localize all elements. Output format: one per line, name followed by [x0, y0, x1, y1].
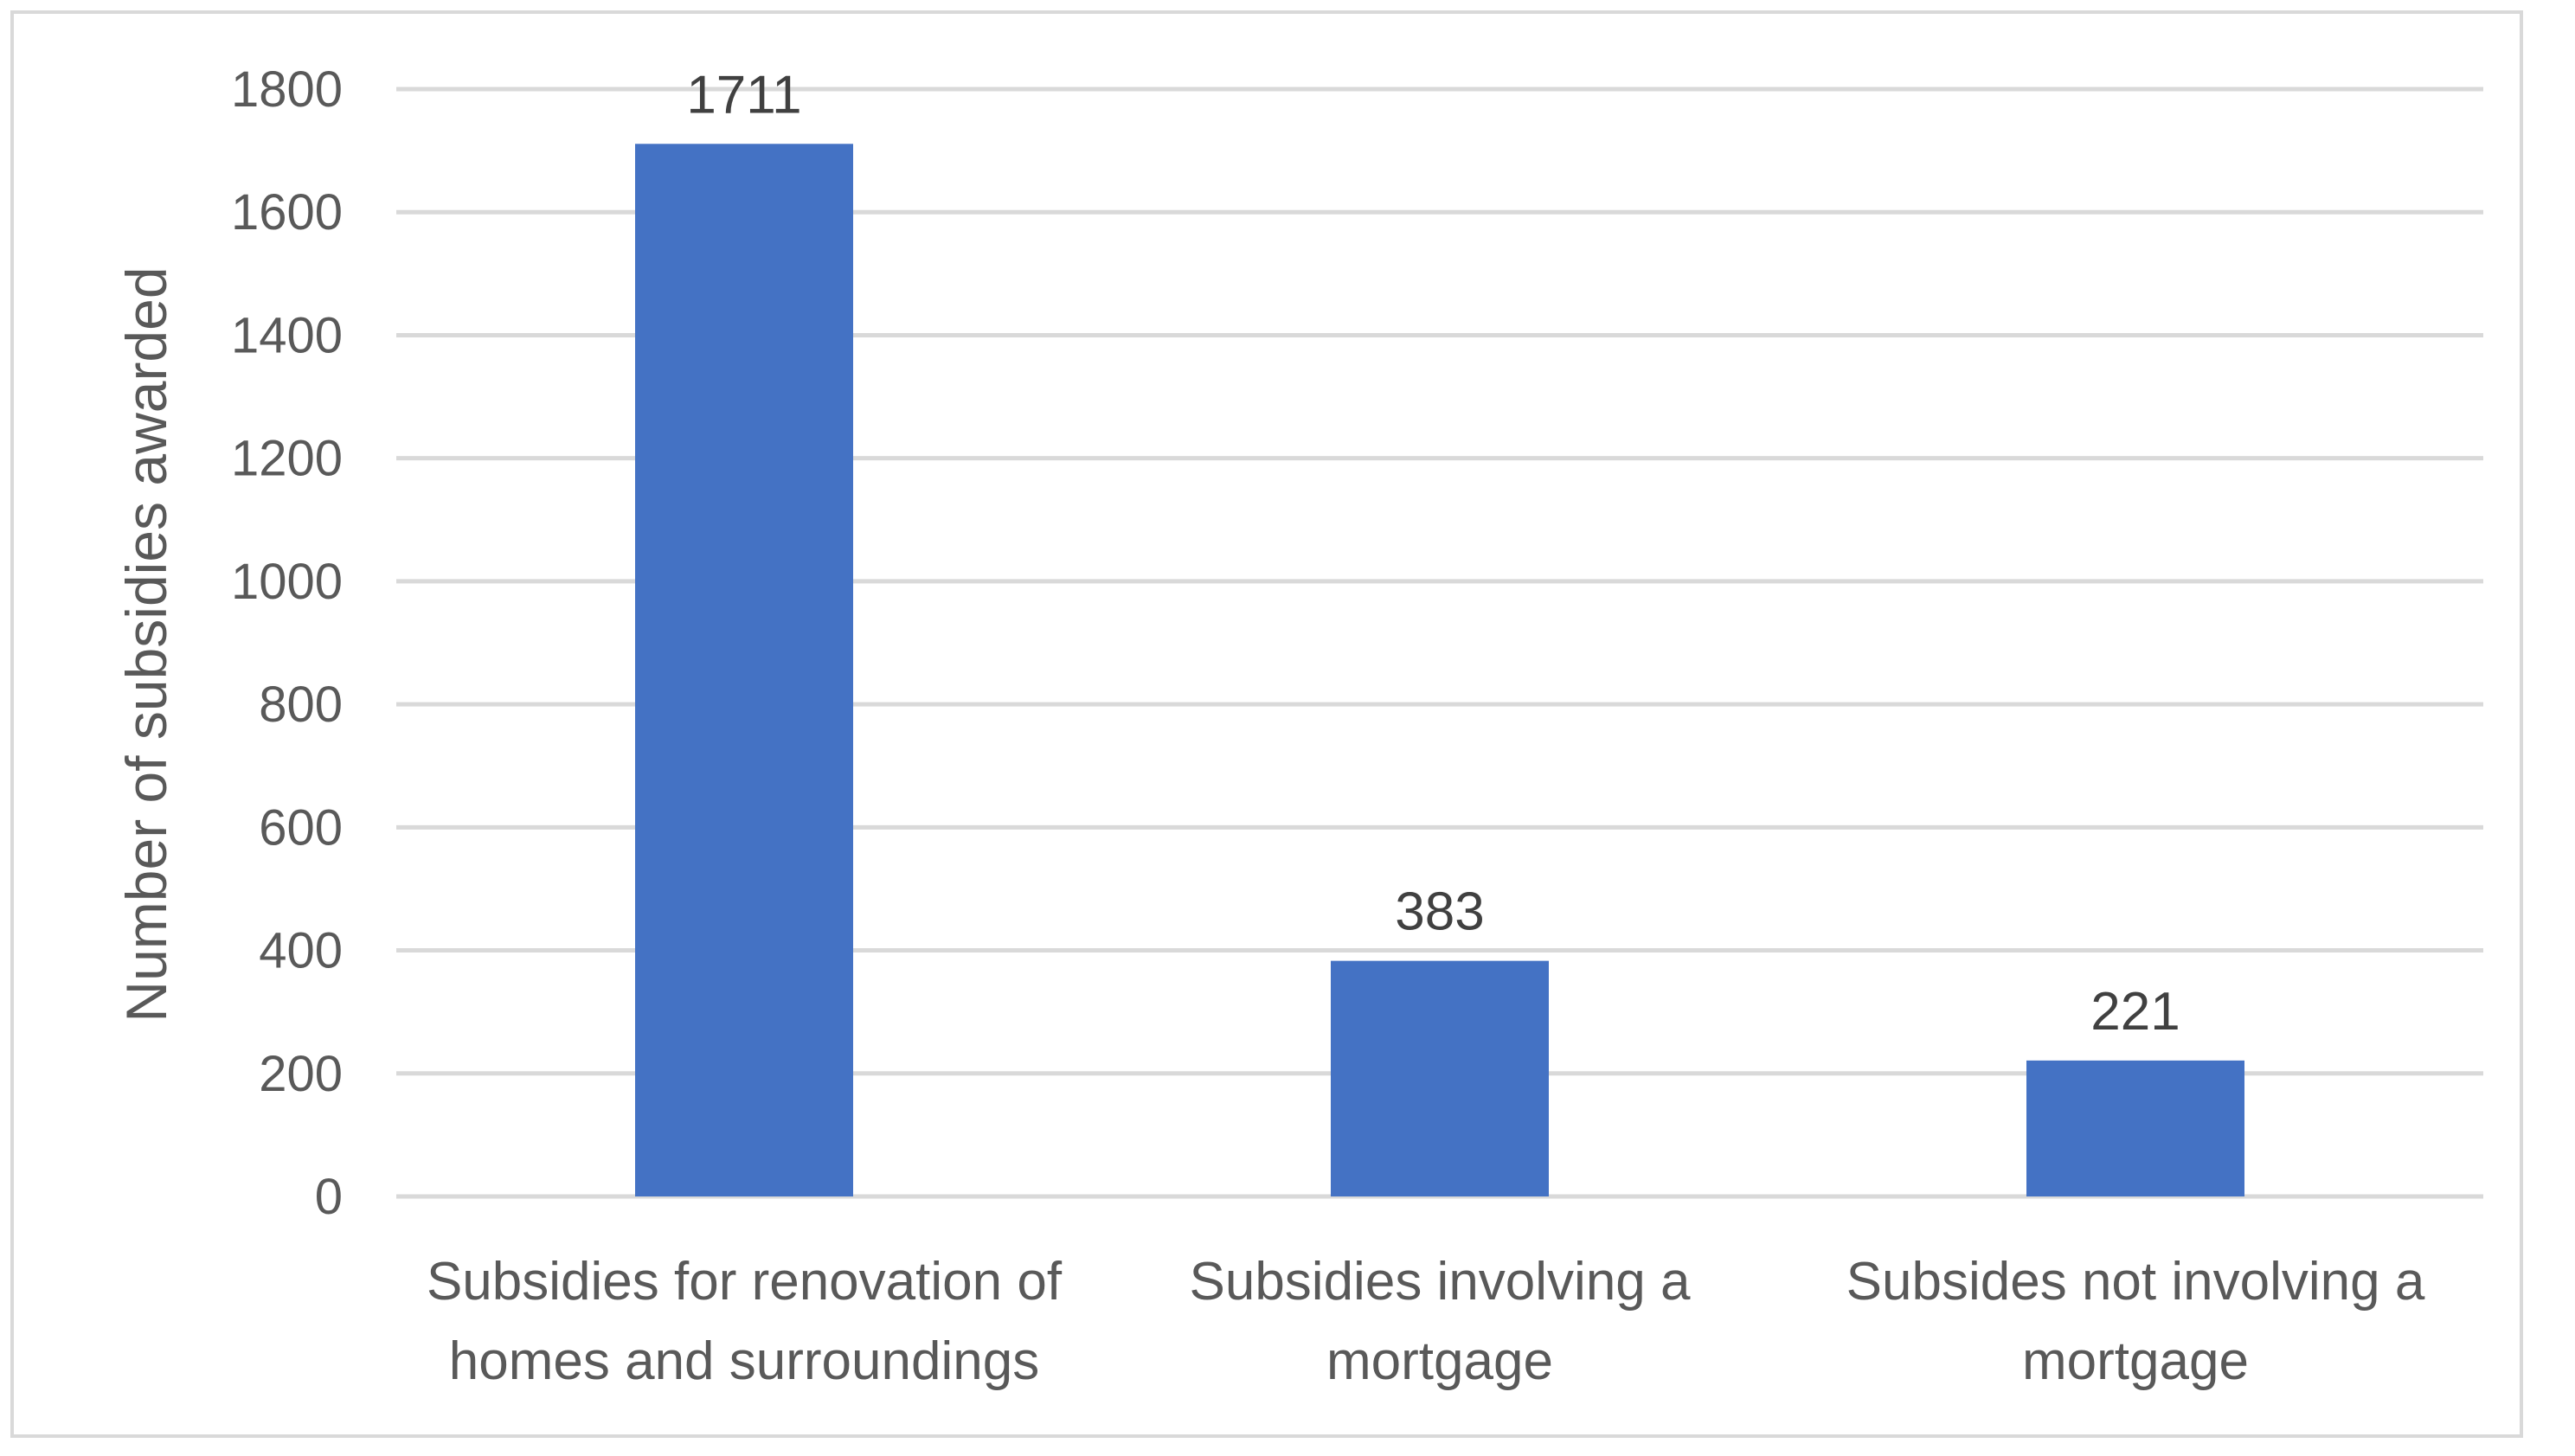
y-tick-label: 1800	[231, 61, 343, 118]
y-tick-label: 400	[259, 923, 343, 979]
bar-2	[1331, 960, 1549, 1196]
data-label-3: 221	[2090, 982, 2180, 1042]
category-label-line: Subsidies involving a	[1189, 1252, 1691, 1312]
category-label-2: Subsidies involving a mortgage	[1189, 1252, 1691, 1391]
y-axis-title: Number of subsidies awarded	[114, 266, 178, 1022]
category-label-1: Subsidies for renovation of homes and sur…	[427, 1252, 1063, 1391]
y-axis-ticks: 0 200 400 600 800 1000 1200 1400 1600 1800	[231, 61, 343, 1225]
category-label-3: Subsides not involving a mortgage	[1846, 1252, 2425, 1391]
data-labels: 1711 383 221	[686, 65, 2180, 1042]
bar-3	[2026, 1060, 2244, 1196]
data-label-2: 383	[1395, 882, 1484, 942]
y-tick-label: 0	[315, 1169, 343, 1225]
bar-1	[635, 144, 853, 1196]
y-tick-label: 600	[259, 799, 343, 856]
y-tick-label: 800	[259, 677, 343, 733]
category-label-line: Subsides not involving a	[1846, 1252, 2425, 1312]
category-label-line: mortgage	[2022, 1331, 2249, 1391]
data-label-1: 1711	[686, 65, 801, 125]
y-tick-label: 1400	[231, 307, 343, 363]
y-tick-label: 1200	[231, 431, 343, 487]
chart-frame	[10, 10, 2523, 1438]
y-tick-label: 200	[259, 1046, 343, 1102]
y-tick-label: 1600	[231, 184, 343, 241]
category-label-line: mortgage	[1326, 1331, 1553, 1391]
category-label-line: Subsidies for renovation of	[427, 1252, 1063, 1312]
y-tick-label: 1000	[231, 554, 343, 610]
category-label-line: homes and surroundings	[449, 1331, 1039, 1391]
bars	[635, 144, 2244, 1196]
x-axis-categories: Subsidies for renovation of homes and sur…	[427, 1252, 2425, 1391]
